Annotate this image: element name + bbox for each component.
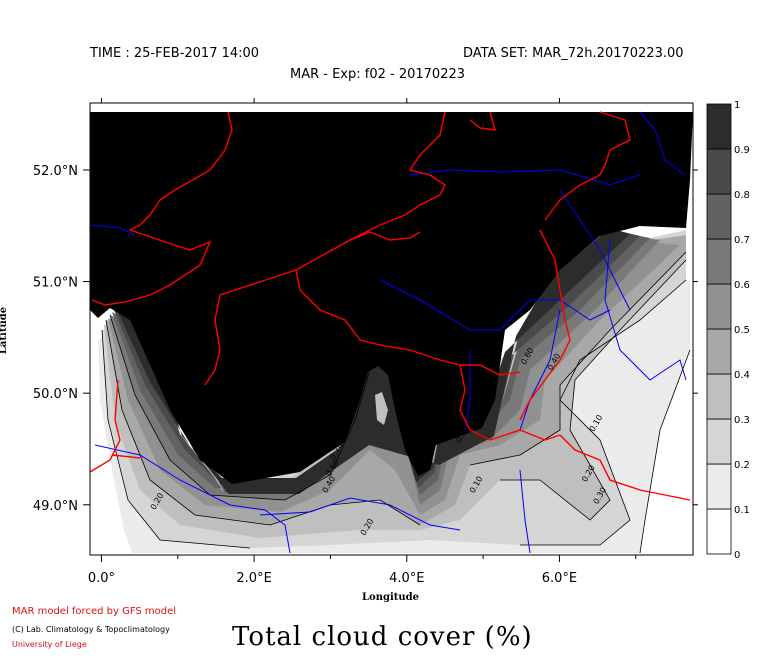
credit-lab: (C) Lab. Climatology & Topoclimatology	[12, 625, 170, 634]
y-tick-label-1: 50.0°N	[33, 387, 78, 402]
pocket	[375, 392, 388, 425]
y-tick-label-2: 51.0°N	[33, 276, 78, 291]
colorbar: 0 0.1 0.2 0.3 0.4 0.5 0.6 0.7 0.8 0.9 1	[706, 100, 750, 561]
x-tick-label-1: 2.0°E	[236, 571, 271, 586]
contour-lines	[101, 251, 691, 554]
colorbar-label-3: 0.3	[734, 415, 750, 426]
colorbar-swatch-2	[706, 418, 732, 465]
rivers	[90, 111, 687, 554]
colorbar-label-5: 0.5	[734, 325, 750, 336]
colorbar-label-9: 0.9	[734, 145, 750, 156]
colorbar-label-7: 0.7	[734, 235, 750, 246]
colorbar-label-4: 0.4	[734, 370, 750, 381]
time-label: TIME : 25-FEB-2017 14:00	[90, 46, 260, 61]
y-tick-label-3: 52.0°N	[33, 164, 78, 179]
colorbar-swatch-7	[706, 193, 732, 240]
colorbar-swatch-5	[706, 283, 732, 330]
colorbar-swatch-6	[706, 238, 732, 285]
x-axis: 0.0° 2.0°E 4.0°E 6.0°E	[88, 98, 637, 586]
y-axis: 49.0°N 50.0°N 51.0°N 52.0°N	[33, 164, 698, 514]
x-axis-label: Longitude	[362, 592, 420, 603]
colorbar-swatch-1	[706, 463, 732, 510]
colorbar-label-8: 0.8	[734, 190, 750, 201]
colorbar-swatch-3	[706, 373, 732, 420]
credit-model: MAR model forced by GFS model	[12, 606, 177, 617]
colorbar-label-6: 0.6	[734, 280, 750, 291]
x-tick-label-2: 4.0°E	[389, 571, 424, 586]
dataset-label: DATA SET: MAR_72h.20170223.00	[463, 46, 684, 61]
x-tick-label-0: 0.0°	[88, 571, 115, 586]
y-tick-label-0: 49.0°N	[33, 499, 78, 514]
main-title: Total cloud cover (%)	[232, 622, 533, 652]
cloud-field	[90, 111, 693, 554]
colorbar-swatch-9	[706, 103, 732, 150]
colorbar-label-10: 1	[734, 100, 740, 111]
colorbar-label-0: 0	[734, 550, 740, 561]
colorbar-swatch-4	[706, 328, 732, 375]
band-0.9	[116, 228, 630, 494]
y-axis-label: Latitude	[0, 306, 10, 355]
band-1.0	[90, 112, 693, 484]
colorbar-label-1: 0.1	[734, 505, 750, 516]
experiment-label: MAR - Exp: f02 - 20170223	[290, 67, 466, 82]
credit-university: University of Liege	[12, 640, 87, 649]
colorbar-swatch-0	[706, 508, 732, 555]
colorbar-label-2: 0.2	[734, 460, 750, 471]
band-0.3	[104, 235, 686, 538]
plot-frame	[89, 102, 694, 556]
x-tick-label-3: 6.0°E	[542, 571, 577, 586]
coastline-borders	[90, 111, 691, 501]
colorbar-swatch-8	[706, 148, 732, 195]
